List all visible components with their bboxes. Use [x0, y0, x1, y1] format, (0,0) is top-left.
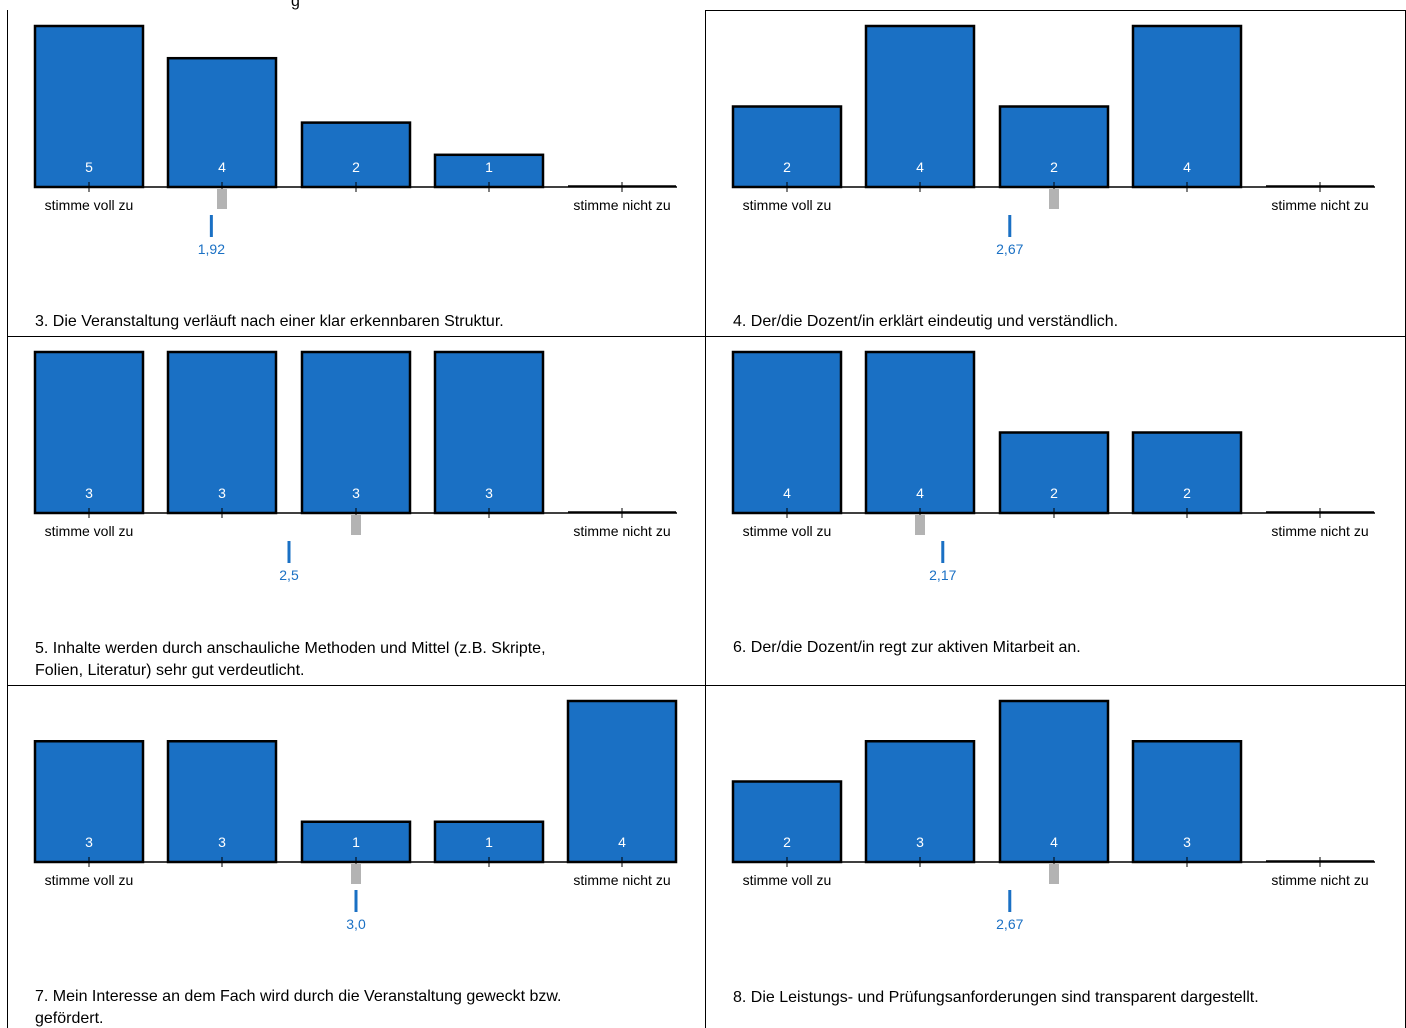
- mean-value-label: 2,67: [996, 241, 1023, 257]
- bar-value-label: 2: [783, 159, 791, 175]
- question-title: 6. Der/die Dozent/in regt zur aktiven Mi…: [733, 639, 1081, 656]
- bar-value-label: 4: [1183, 159, 1191, 175]
- x-axis-label-left: stimme voll zu: [743, 523, 832, 539]
- question-title: 3. Die Veranstaltung verläuft nach einer…: [35, 313, 504, 330]
- bar-value-label: 3: [85, 485, 93, 501]
- bar-value-label: 5: [85, 159, 93, 175]
- charts-layer: 5 4 2 1 stimme voll zu stimme nicht zu 1,92 3. …: [33, 24, 1375, 1027]
- bar-2: [166, 56, 278, 189]
- bar-1: [731, 350, 843, 515]
- bar-value-label: 2: [352, 159, 360, 175]
- x-axis-label-left: stimme voll zu: [45, 523, 134, 539]
- chart-panel-1: 5 4 2 1 stimme voll zu stimme nicht zu 1,92 3. …: [33, 24, 677, 330]
- x-axis-label-left: stimme voll zu: [45, 197, 134, 213]
- panel-grid-lines: [7, 10, 1406, 1028]
- bar-1: [33, 740, 145, 864]
- bar-value-label: 4: [783, 485, 791, 501]
- x-axis-label-right: stimme nicht zu: [1271, 197, 1368, 213]
- bar-value-label: 3: [85, 834, 93, 850]
- x-axis-label-left: stimme voll zu: [743, 872, 832, 888]
- median-marker: [351, 864, 361, 884]
- bar-value-label: 3: [485, 485, 493, 501]
- chart-panel-4: 4 4 2 2 stimme voll zu stimme nicht zu 2,17 6. …: [731, 350, 1375, 656]
- bar-value-label: 2: [783, 834, 791, 850]
- bar-4: [1131, 24, 1243, 189]
- question-title: 4. Der/die Dozent/in erklärt eindeutig u…: [733, 313, 1118, 330]
- bar-2: [864, 350, 976, 515]
- bar-value-label: 4: [218, 159, 226, 175]
- x-axis-label-right: stimme nicht zu: [573, 197, 670, 213]
- x-axis-label-right: stimme nicht zu: [1271, 523, 1368, 539]
- bar-value-label: 1: [485, 159, 493, 175]
- x-axis-label-right: stimme nicht zu: [573, 872, 670, 888]
- median-marker: [351, 515, 361, 535]
- mean-value-label: 3,0: [346, 916, 366, 932]
- bar-3: [300, 350, 412, 515]
- x-axis-label-left: stimme voll zu: [743, 197, 832, 213]
- median-marker: [915, 515, 925, 535]
- bar-1: [731, 780, 843, 864]
- question-title: 8. Die Leistungs- und Prüfungsanforderun…: [733, 989, 1259, 1006]
- question-title: 7. Mein Interesse an dem Fach wird durch…: [35, 988, 562, 1027]
- bar-3: [998, 105, 1110, 189]
- bar-value-label: 4: [1050, 834, 1058, 850]
- mean-value-label: 1,92: [198, 241, 225, 257]
- x-axis-label-right: stimme nicht zu: [573, 523, 670, 539]
- bar-value-label: 2: [1183, 485, 1191, 501]
- bar-value-label: 3: [218, 485, 226, 501]
- bar-value-label: 3: [916, 834, 924, 850]
- mean-value-label: 2,5: [279, 567, 299, 583]
- bar-value-label: 3: [218, 834, 226, 850]
- bar-value-label: 3: [352, 485, 360, 501]
- bar-3: [998, 699, 1110, 864]
- chart-panel-5: 3 3 1 1 4 stimme voll zu stimme nicht zu 3,0 7. …: [33, 699, 678, 1027]
- bar-5: [566, 699, 678, 864]
- chart-panel-2: 2 4 2 4 stimme voll zu stimme nicht zu 2,67 4. …: [731, 24, 1375, 330]
- chart-panel-6: 2 3 4 3 stimme voll zu stimme nicht zu 2,67 8. …: [731, 699, 1375, 1006]
- median-marker: [1049, 864, 1059, 884]
- bar-value-label: 4: [618, 834, 626, 850]
- chart-panel-3: 3 3 3 3 stimme voll zu stimme nicht zu 2,5 5. I…: [33, 350, 677, 679]
- x-axis-label-left: stimme voll zu: [45, 872, 134, 888]
- bar-value-label: 4: [916, 485, 924, 501]
- mean-value-label: 2,17: [929, 567, 956, 583]
- question-title: 5. Inhalte werden durch anschauliche Met…: [35, 640, 546, 679]
- bar-value-label: 1: [352, 834, 360, 850]
- bar-value-label: 2: [1050, 485, 1058, 501]
- median-marker: [217, 189, 227, 209]
- bar-4: [1131, 431, 1243, 515]
- bar-value-label: 3: [1183, 834, 1191, 850]
- median-marker: [1049, 189, 1059, 209]
- bar-value-label: 2: [1050, 159, 1058, 175]
- bar-value-label: 1: [485, 834, 493, 850]
- bar-3: [300, 121, 412, 189]
- top-text-fragment: g: [291, 0, 300, 10]
- bar-4: [433, 153, 545, 189]
- bar-2: [166, 350, 278, 515]
- bar-value-label: 4: [916, 159, 924, 175]
- mean-value-label: 2,67: [996, 916, 1023, 932]
- x-axis-label-right: stimme nicht zu: [1271, 872, 1368, 888]
- bar-4: [433, 350, 545, 515]
- bar-3: [300, 820, 412, 864]
- bar-2: [864, 740, 976, 864]
